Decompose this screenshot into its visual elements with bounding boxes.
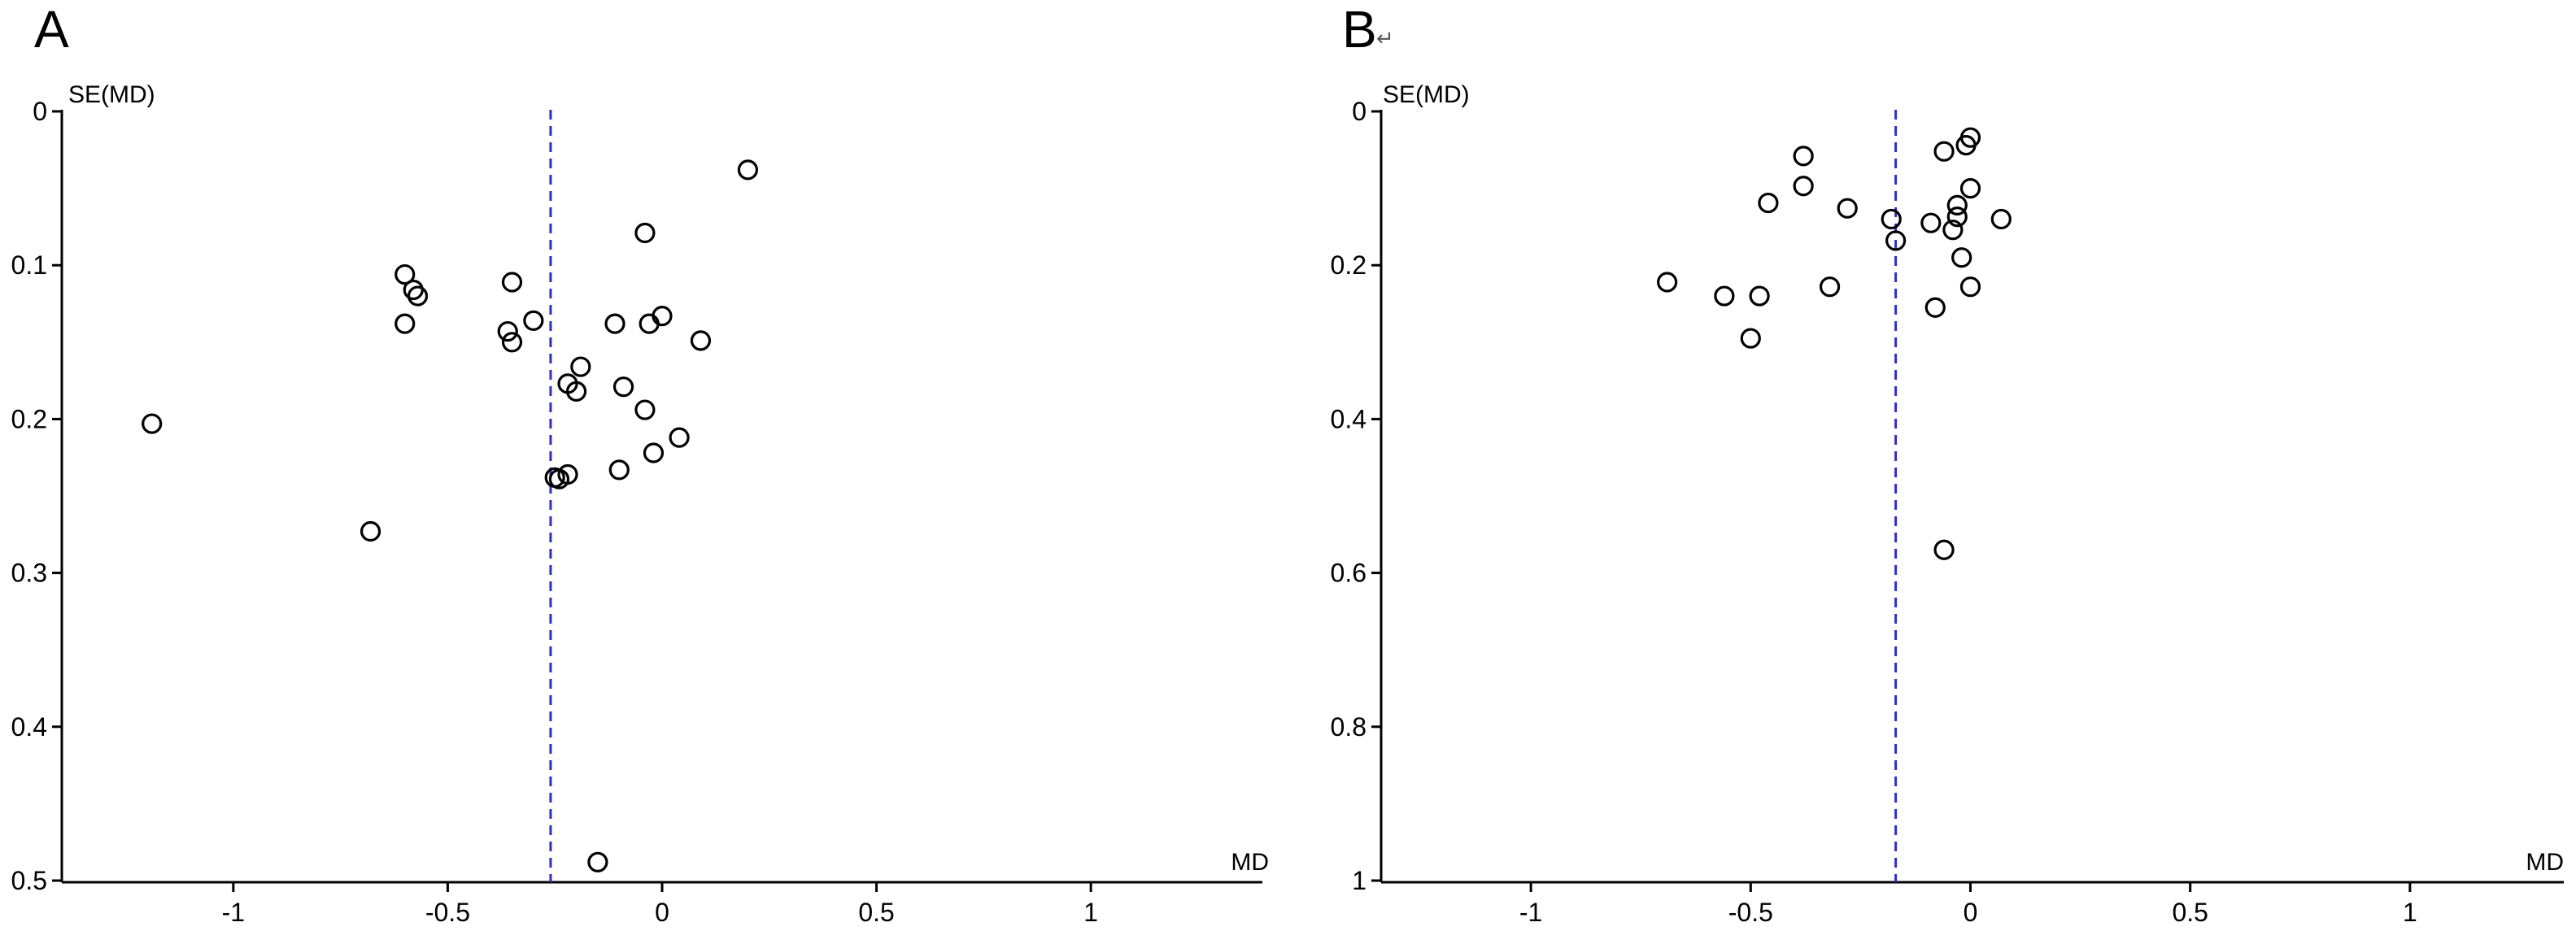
study-point-b (1793, 146, 1814, 167)
study-point-b (1749, 285, 1770, 307)
study-point-a (501, 332, 523, 353)
study-point-b (1885, 230, 1907, 251)
x-tick-label-a: 0.5 (858, 898, 894, 927)
y-tick-label-a: 0.3 (11, 559, 47, 588)
study-point-b (1657, 272, 1678, 293)
study-point-b (1946, 194, 1968, 216)
study-point-a (403, 279, 424, 301)
study-point-b (1837, 198, 1858, 219)
study-point-a (669, 427, 690, 448)
study-point-b (1740, 328, 1761, 349)
y-tick-label-b: 0.8 (1331, 712, 1366, 742)
study-point-a (142, 413, 163, 434)
x-ticks-a: -1 -0.5 0 0.5 1 (222, 882, 1098, 927)
study-points-b (1657, 127, 2012, 560)
panel-label-b: B (1342, 0, 1377, 59)
study-point-b (1881, 208, 1902, 230)
study-point-b (1946, 207, 1968, 228)
study-point-a (570, 356, 591, 377)
y-axis-title-b: SE(MD) (1383, 81, 1470, 108)
study-point-a (639, 313, 660, 334)
study-point-b (1933, 141, 1955, 162)
y-tick-label-a: 0.5 (11, 866, 47, 895)
panel-label-a: A (34, 0, 69, 59)
study-point-a (612, 376, 634, 398)
study-point-b (1714, 285, 1735, 307)
study-point-a (497, 320, 518, 342)
y-tick-label-a: 0 (33, 97, 47, 126)
y-tick-label-a: 0.2 (11, 404, 47, 433)
study-point-a (565, 381, 587, 402)
y-tick-label-a: 0.4 (11, 712, 47, 742)
study-point-a (523, 310, 544, 331)
study-point-b (1819, 276, 1841, 298)
x-tick-label-b: -0.5 (1728, 898, 1773, 927)
study-point-a (608, 459, 630, 481)
study-point-a (394, 313, 416, 334)
study-point-a (690, 330, 712, 351)
study-point-a (501, 272, 523, 293)
study-point-b (1942, 220, 1964, 241)
study-point-b (1990, 208, 2012, 230)
x-tick-label-b: -1 (1519, 898, 1542, 927)
x-tick-label-a: 1 (1083, 898, 1098, 927)
study-point-a (394, 263, 416, 285)
x-tick-label-b: 0 (1964, 898, 1978, 927)
y-tick-label-a: 0.1 (11, 250, 47, 280)
study-point-b (1955, 135, 1977, 156)
funnel-plot-b: B ↵ SE(MD) MD 0 0.2 0.4 0.6 0.8 1 -1 -0.5 0 0.5 1 (1331, 0, 2564, 927)
x-tick-label-a: -0.5 (425, 898, 470, 927)
y-tick-label-b: 0.2 (1331, 250, 1366, 280)
study-point-b (1758, 192, 1779, 214)
y-tick-label-b: 0.6 (1331, 559, 1366, 588)
funnel-plot-a: A SE(MD) MD 0 0.1 0.2 0.3 0.4 0.5 -1 -0.5 0 0.5 1 (11, 0, 1269, 927)
x-tick-label-a: 0 (655, 898, 669, 927)
study-point-b (1920, 212, 1942, 233)
study-point-a (634, 399, 656, 420)
y-ticks-a: 0 0.1 0.2 0.3 0.4 0.5 (11, 97, 62, 895)
study-point-b (1951, 247, 1972, 268)
study-point-a (604, 313, 625, 334)
y-ticks-b: 0 0.2 0.4 0.6 0.8 1 (1331, 97, 1381, 895)
study-point-b (1793, 176, 1814, 197)
x-ticks-b: -1 -0.5 0 0.5 1 (1519, 882, 2417, 927)
x-tick-label-a: -1 (222, 898, 245, 927)
y-tick-label-b: 0.4 (1331, 404, 1366, 433)
study-points-a (142, 159, 759, 872)
x-tick-label-b: 0.5 (2172, 898, 2208, 927)
study-point-a (587, 851, 608, 872)
study-point-a (407, 285, 429, 307)
study-point-a (548, 468, 570, 489)
x-axis-title-b: MD (2526, 849, 2564, 876)
y-tick-label-b: 0 (1352, 97, 1366, 126)
x-tick-label-b: 1 (2403, 898, 2417, 927)
study-point-a (360, 520, 381, 542)
panel-mark-b: ↵ (1376, 26, 1394, 50)
y-axis-title-a: SE(MD) (68, 81, 155, 108)
x-axis-title-a: MD (1231, 849, 1269, 876)
study-point-a (634, 222, 656, 244)
study-point-b (1924, 297, 1946, 318)
study-point-a (643, 442, 665, 463)
study-point-b (1933, 539, 1955, 560)
study-point-a (737, 159, 759, 181)
study-point-b (1959, 276, 1981, 298)
y-tick-label-b: 1 (1352, 866, 1366, 895)
study-point-b (1959, 178, 1981, 199)
